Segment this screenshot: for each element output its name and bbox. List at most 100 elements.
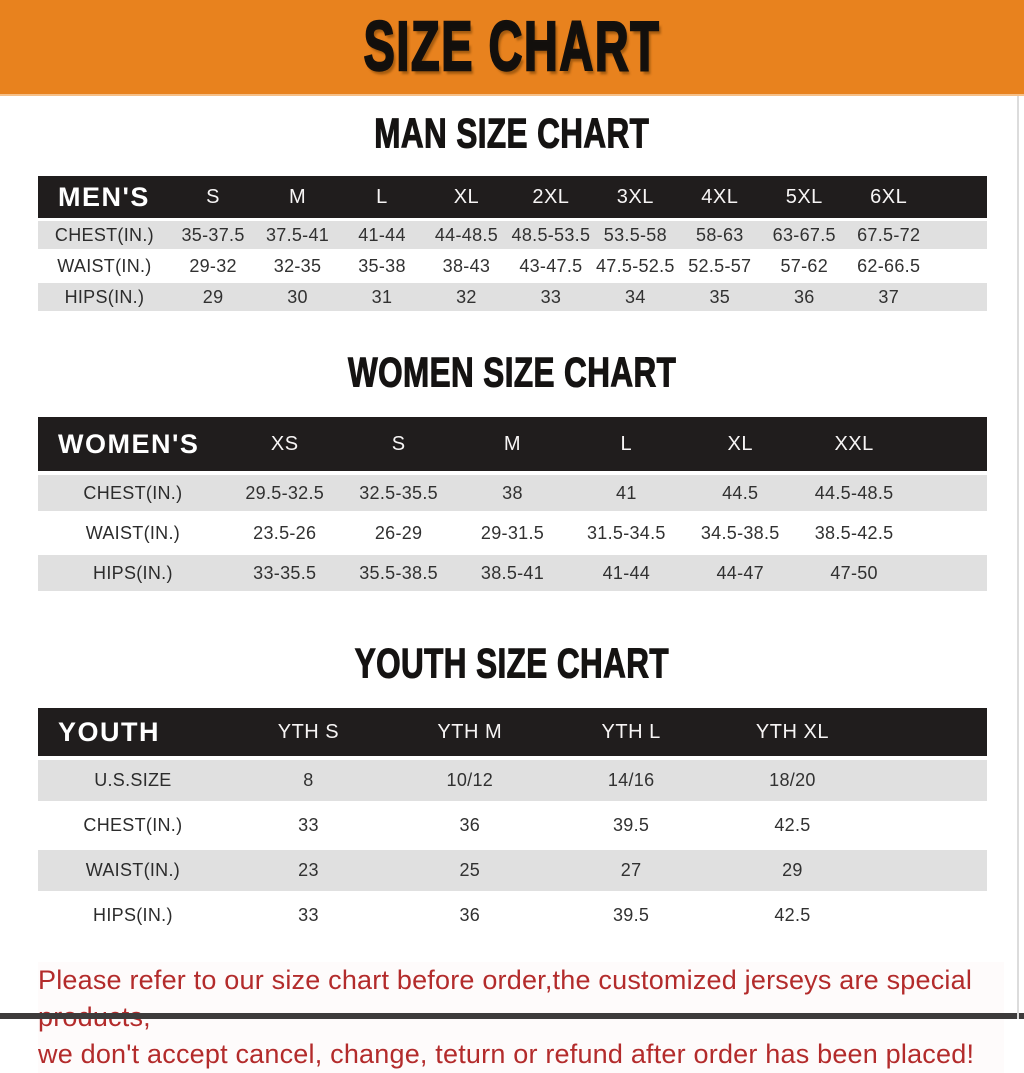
measurement-row: CHEST(IN.) 29.5-32.5 32.5-35.5 38 41 44.5 44.5… (38, 475, 987, 511)
size-value-cell: 38.5-42.5 (797, 515, 912, 551)
measurement-label-cell: WAIST(IN.) (38, 850, 228, 891)
size-value-cell: 39.5 (550, 895, 712, 936)
measurement-row: CHEST(IN.) 35-37.5 37.5-41 41-44 44-48.5 48.5… (38, 221, 987, 249)
size-column-header: YTH M (389, 708, 551, 756)
size-value-cell: 38 (455, 475, 570, 511)
measurement-row: WAIST(IN.) 23.5-26 26-29 29-31.5 31.5-34.5 34… (38, 515, 987, 551)
banner-title: SIZE CHART (363, 7, 661, 88)
measurement-label-cell: WAIST(IN.) (38, 515, 228, 551)
size-column-header: XXL (797, 417, 912, 471)
men-size-table: MEN'S S M L XL 2XL 3XL 4XL 5XL 6XL CHEST(IN.) 35-37… (38, 173, 987, 314)
size-column-header: 2XL (508, 176, 594, 218)
size-value-cell: 44-47 (683, 555, 798, 591)
size-table-header-row: WOMEN'S XS S M L XL XXL (38, 417, 987, 471)
size-column-header: XL (683, 417, 798, 471)
size-value-cell: 47-50 (797, 555, 912, 591)
size-value-cell: 47.5-52.5 (593, 252, 678, 280)
size-value-cell: 29 (170, 283, 256, 311)
size-value-cell: 31 (339, 283, 425, 311)
size-value-cell: 31.5-34.5 (569, 515, 684, 551)
size-column-header: L (339, 176, 425, 218)
order-notice-line-2: we don't accept cancel, change, teturn o… (38, 1039, 975, 1069)
youth-section-heading-text: YOUTH SIZE CHART (354, 640, 670, 687)
group-label: WOMEN'S (38, 417, 228, 471)
right-edge-line (1017, 96, 1019, 1019)
row-spacer-cell (873, 760, 987, 801)
row-spacer-cell (873, 895, 987, 936)
size-value-cell: 29-31.5 (455, 515, 570, 551)
size-column-header: 4XL (677, 176, 763, 218)
size-value-cell: 48.5-53.5 (508, 221, 594, 249)
size-table-header-row: MEN'S S M L XL 2XL 3XL 4XL 5XL 6XL (38, 176, 987, 218)
group-label: MEN'S (38, 176, 171, 218)
size-value-cell: 41-44 (569, 555, 684, 591)
size-value-cell: 33 (508, 283, 594, 311)
size-value-cell: 23 (227, 850, 390, 891)
size-column-header: YTH L (550, 708, 712, 756)
size-value-cell: 37.5-41 (255, 221, 340, 249)
size-value-cell: 38.5-41 (455, 555, 570, 591)
row-spacer-cell (873, 805, 987, 846)
size-value-cell: 33-35.5 (227, 555, 342, 591)
size-value-cell: 32.5-35.5 (341, 475, 456, 511)
header-spacer-cell (911, 417, 987, 471)
size-value-cell: 35.5-38.5 (341, 555, 456, 591)
size-value-cell: 58-63 (677, 221, 763, 249)
size-column-header: XL (424, 176, 509, 218)
size-value-cell: 32-35 (255, 252, 340, 280)
size-value-cell: 67.5-72 (846, 221, 931, 249)
size-value-cell: 8 (227, 760, 390, 801)
header-spacer-cell (873, 708, 987, 756)
size-column-header: S (170, 176, 256, 218)
size-value-cell: 44.5 (683, 475, 798, 511)
size-value-cell: 38-43 (424, 252, 509, 280)
size-value-cell: 29-32 (170, 252, 256, 280)
size-value-cell: 35-37.5 (170, 221, 256, 249)
size-value-cell: 34.5-38.5 (683, 515, 798, 551)
row-spacer-cell (911, 515, 987, 551)
size-value-cell: 36 (389, 805, 551, 846)
youth-section-heading: YOUTH SIZE CHART (0, 640, 1024, 687)
measurement-label-cell: U.S.SIZE (38, 760, 228, 801)
measurement-label-cell: HIPS(IN.) (38, 283, 171, 311)
size-column-header: L (569, 417, 684, 471)
size-value-cell: 32 (424, 283, 509, 311)
size-column-header: XS (227, 417, 342, 471)
measurement-label-cell: WAIST(IN.) (38, 252, 171, 280)
measurement-row: U.S.SIZE 8 10/12 14/16 18/20 (38, 760, 987, 801)
bottom-bar (0, 1013, 1024, 1019)
size-value-cell: 18/20 (711, 760, 874, 801)
size-value-cell: 36 (389, 895, 551, 936)
measurement-label-cell: CHEST(IN.) (38, 221, 171, 249)
size-value-cell: 36 (762, 283, 847, 311)
size-value-cell: 33 (227, 895, 390, 936)
man-section-heading-text: MAN SIZE CHART (374, 110, 650, 157)
row-spacer-cell (911, 555, 987, 591)
size-value-cell: 29.5-32.5 (227, 475, 342, 511)
measurement-row: WAIST(IN.) 23 25 27 29 (38, 850, 987, 891)
size-column-header: M (455, 417, 570, 471)
size-value-cell: 25 (389, 850, 551, 891)
women-section-heading: WOMEN SIZE CHART (0, 349, 1024, 396)
measurement-label-cell: CHEST(IN.) (38, 805, 228, 846)
size-value-cell: 41 (569, 475, 684, 511)
measurement-label-cell: CHEST(IN.) (38, 475, 228, 511)
women-size-table: WOMEN'S XS S M L XL XXL CHEST(IN.) 29.5-32.5 32.5… (38, 413, 987, 595)
size-value-cell: 57-62 (762, 252, 847, 280)
size-column-header: 5XL (762, 176, 847, 218)
size-value-cell: 39.5 (550, 805, 712, 846)
row-spacer-cell (930, 221, 987, 249)
size-value-cell: 34 (593, 283, 678, 311)
group-label: YOUTH (38, 708, 228, 756)
measurement-label-cell: HIPS(IN.) (38, 895, 228, 936)
size-value-cell: 37 (846, 283, 931, 311)
size-value-cell: 30 (255, 283, 340, 311)
measurement-label-cell: HIPS(IN.) (38, 555, 228, 591)
size-column-header: YTH S (227, 708, 390, 756)
size-value-cell: 23.5-26 (227, 515, 342, 551)
measurement-row: HIPS(IN.) 29 30 31 32 33 34 35 36 37 (38, 283, 987, 311)
measurement-row: HIPS(IN.) 33 36 39.5 42.5 (38, 895, 987, 936)
size-value-cell: 35 (677, 283, 763, 311)
header-spacer-cell (930, 176, 987, 218)
size-column-header: 3XL (593, 176, 678, 218)
